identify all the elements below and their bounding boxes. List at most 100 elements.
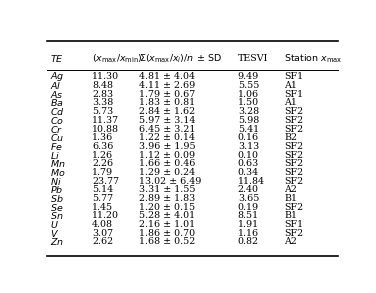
Text: SF1: SF1	[285, 90, 303, 99]
Text: 5.97 ± 3.14: 5.97 ± 3.14	[139, 116, 195, 125]
Text: 1.86 ± 0.70: 1.86 ± 0.70	[139, 229, 195, 238]
Text: 1.66 ± 0.46: 1.66 ± 0.46	[139, 159, 195, 168]
Text: 2.62: 2.62	[92, 237, 113, 246]
Text: 1.91: 1.91	[238, 220, 259, 229]
Text: 3.31 ± 1.55: 3.31 ± 1.55	[139, 185, 195, 194]
Text: 3.65: 3.65	[238, 194, 259, 203]
Text: 2.16 ± 1.01: 2.16 ± 1.01	[139, 220, 195, 229]
Text: 4.11 ± 2.69: 4.11 ± 2.69	[139, 81, 195, 90]
Text: $\mathit{TE}$: $\mathit{TE}$	[50, 53, 64, 64]
Text: 6.36: 6.36	[92, 142, 114, 151]
Text: $\mathit{Ba}$: $\mathit{Ba}$	[50, 98, 64, 108]
Text: $\mathit{Al}$: $\mathit{Al}$	[50, 80, 62, 91]
Text: 1.83 ± 0.81: 1.83 ± 0.81	[139, 98, 195, 108]
Text: A2: A2	[285, 185, 297, 194]
Text: B2: B2	[285, 133, 297, 142]
Text: SF2: SF2	[285, 151, 303, 160]
Text: SF2: SF2	[285, 177, 303, 186]
Text: $(\mathit{x}_{\max}/\mathit{x}_{\min})$: $(\mathit{x}_{\max}/\mathit{x}_{\min})$	[92, 53, 143, 65]
Text: $\mathit{Mo}$: $\mathit{Mo}$	[50, 167, 65, 178]
Text: 2.40: 2.40	[238, 185, 259, 194]
Text: 1.12 ± 0.09: 1.12 ± 0.09	[139, 151, 195, 160]
Text: 5.14: 5.14	[92, 185, 113, 194]
Text: $\mathit{Li}$: $\mathit{Li}$	[50, 149, 60, 161]
Text: 8.51: 8.51	[238, 211, 259, 220]
Text: 1.68 ± 0.52: 1.68 ± 0.52	[139, 237, 195, 246]
Text: 5.98: 5.98	[238, 116, 259, 125]
Text: SF1: SF1	[285, 72, 303, 81]
Text: $\Sigma(\mathit{x}_{\max}/\mathit{x}_{i})/\mathit{n}\,\pm\,\mathrm{SD}$: $\Sigma(\mathit{x}_{\max}/\mathit{x}_{i}…	[139, 53, 222, 65]
Text: 1.20 ± 0.15: 1.20 ± 0.15	[139, 203, 195, 212]
Text: 4.81 ± 4.04: 4.81 ± 4.04	[139, 72, 195, 81]
Text: B1: B1	[285, 194, 297, 203]
Text: 6.45 ± 3.21: 6.45 ± 3.21	[139, 125, 195, 134]
Text: $\mathit{Mn}$: $\mathit{Mn}$	[50, 158, 65, 169]
Text: $\mathit{Co}$: $\mathit{Co}$	[50, 115, 64, 126]
Text: B1: B1	[285, 211, 297, 220]
Text: $\mathit{U}$: $\mathit{U}$	[50, 219, 59, 230]
Text: $\mathit{Ni}$: $\mathit{Ni}$	[50, 176, 62, 187]
Text: $\mathit{Pb}$: $\mathit{Pb}$	[50, 184, 63, 195]
Text: SF2: SF2	[285, 125, 303, 134]
Text: 2.26: 2.26	[92, 159, 113, 168]
Text: 1.50: 1.50	[238, 98, 259, 108]
Text: 5.55: 5.55	[238, 81, 259, 90]
Text: 11.84: 11.84	[238, 177, 265, 186]
Text: 1.79: 1.79	[92, 168, 113, 177]
Text: 2.89 ± 1.83: 2.89 ± 1.83	[139, 194, 195, 203]
Text: $\mathit{Cd}$: $\mathit{Cd}$	[50, 106, 65, 117]
Text: 11.30: 11.30	[92, 72, 119, 81]
Text: SF1: SF1	[285, 220, 303, 229]
Text: SF2: SF2	[285, 159, 303, 168]
Text: Station $\mathit{x}_{\max}$: Station $\mathit{x}_{\max}$	[285, 53, 343, 65]
Text: 1.06: 1.06	[238, 90, 259, 99]
Text: 13.02 ± 6.49: 13.02 ± 6.49	[139, 177, 201, 186]
Text: 5.28 ± 4.01: 5.28 ± 4.01	[139, 211, 195, 220]
Text: 2.84 ± 1.62: 2.84 ± 1.62	[139, 107, 195, 116]
Text: A2: A2	[285, 237, 297, 246]
Text: $\mathit{Ag}$: $\mathit{Ag}$	[50, 70, 65, 84]
Text: 4.08: 4.08	[92, 220, 113, 229]
Text: 3.96 ± 1.95: 3.96 ± 1.95	[139, 142, 196, 151]
Text: 1.45: 1.45	[92, 203, 113, 212]
Text: $\mathit{Sn}$: $\mathit{Sn}$	[50, 210, 63, 222]
Text: SF2: SF2	[285, 168, 303, 177]
Text: $\mathit{As}$: $\mathit{As}$	[50, 89, 64, 100]
Text: 3.07: 3.07	[92, 229, 113, 238]
Text: 1.22 ± 0.14: 1.22 ± 0.14	[139, 133, 195, 142]
Text: 0.63: 0.63	[238, 159, 259, 168]
Text: $\mathit{Cu}$: $\mathit{Cu}$	[50, 132, 64, 143]
Text: 11.20: 11.20	[92, 211, 119, 220]
Text: 3.13: 3.13	[238, 142, 259, 151]
Text: 2.83: 2.83	[92, 90, 113, 99]
Text: 1.29 ± 0.24: 1.29 ± 0.24	[139, 168, 195, 177]
Text: 5.41: 5.41	[238, 125, 259, 134]
Text: 5.73: 5.73	[92, 107, 114, 116]
Text: 9.49: 9.49	[238, 72, 259, 81]
Text: 1.16: 1.16	[238, 229, 259, 238]
Text: 0.82: 0.82	[238, 237, 259, 246]
Text: 0.16: 0.16	[238, 133, 259, 142]
Text: SF2: SF2	[285, 107, 303, 116]
Text: A1: A1	[285, 98, 297, 108]
Text: 23.77: 23.77	[92, 177, 119, 186]
Text: SF2: SF2	[285, 116, 303, 125]
Text: 1.79 ± 0.67: 1.79 ± 0.67	[139, 90, 195, 99]
Text: 0.34: 0.34	[238, 168, 259, 177]
Text: $\mathit{Cr}$: $\mathit{Cr}$	[50, 124, 63, 134]
Text: 11.37: 11.37	[92, 116, 119, 125]
Text: $\mathit{Zn}$: $\mathit{Zn}$	[50, 236, 64, 247]
Text: $\mathit{Fe}$: $\mathit{Fe}$	[50, 141, 63, 152]
Text: 3.38: 3.38	[92, 98, 114, 108]
Text: $\mathit{Sb}$: $\mathit{Sb}$	[50, 193, 64, 204]
Text: SF2: SF2	[285, 203, 303, 212]
Text: 10.88: 10.88	[92, 125, 119, 134]
Text: SF2: SF2	[285, 142, 303, 151]
Text: SF2: SF2	[285, 229, 303, 238]
Text: $\mathit{Se}$: $\mathit{Se}$	[50, 202, 64, 213]
Text: 3.28: 3.28	[238, 107, 259, 116]
Text: 0.19: 0.19	[238, 203, 259, 212]
Text: 1.36: 1.36	[92, 133, 114, 142]
Text: A1: A1	[285, 81, 297, 90]
Text: 1.26: 1.26	[92, 151, 113, 160]
